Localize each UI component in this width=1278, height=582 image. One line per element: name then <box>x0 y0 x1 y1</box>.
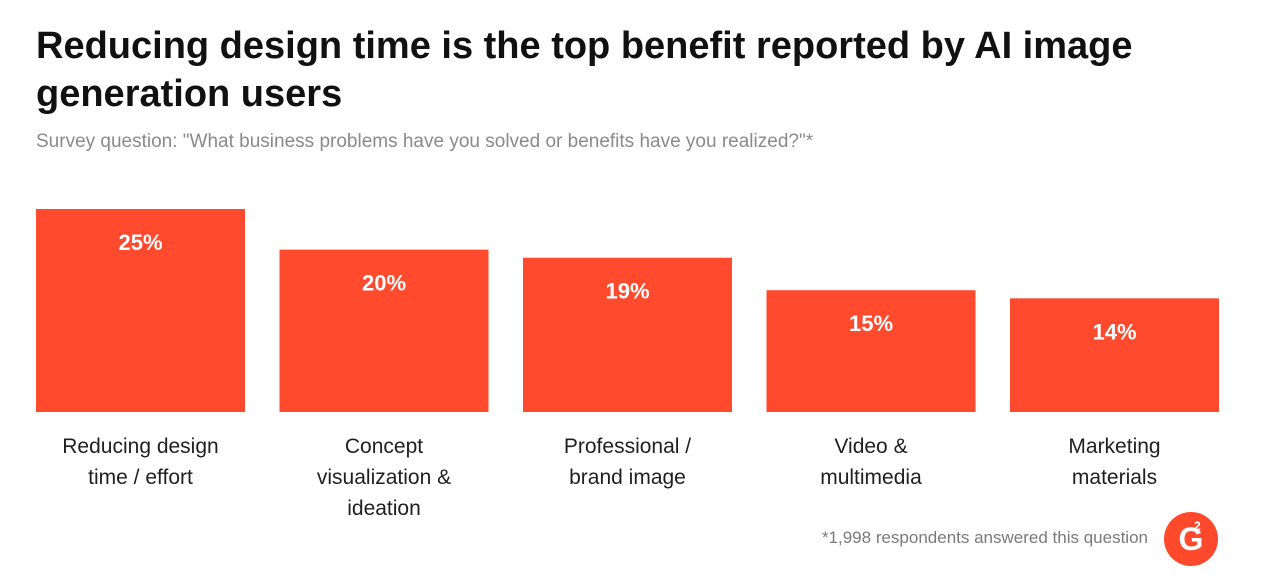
category-label: Professional / brand image <box>564 435 691 489</box>
g2-logo-icon: G 2 <box>1164 512 1218 566</box>
category-label: Video & multimedia <box>820 435 922 489</box>
category-label: Concept visualization & ideation <box>317 435 451 520</box>
category-label-line: time / effort <box>88 466 193 489</box>
category-label-line: Concept <box>345 435 423 458</box>
bar-value-label: 19% <box>605 279 649 304</box>
bar-2 <box>279 249 489 412</box>
g2-logo-letter: G <box>1178 521 1204 557</box>
category-label-line: Professional / <box>564 435 691 458</box>
category-label-line: Reducing design <box>62 435 218 458</box>
category-label-line: materials <box>1072 466 1157 489</box>
category-label-line: ideation <box>347 497 421 520</box>
g2-logo-superscript: 2 <box>1194 519 1201 533</box>
bar-3 <box>523 257 732 412</box>
category-label-line: Video & <box>834 435 907 458</box>
bar-5 <box>1010 298 1219 412</box>
category-label-line: brand image <box>569 466 686 489</box>
chart-subtitle: Survey question: "What business problems… <box>36 131 814 152</box>
bar-value-label: 15% <box>849 311 893 336</box>
category-label-line: Marketing <box>1068 435 1160 458</box>
bar-1 <box>36 209 245 412</box>
chart-title: Reducing design time is the top benefit … <box>36 25 1133 115</box>
bar-value-label: 25% <box>118 230 162 255</box>
category-label: Reducing design time / effort <box>62 435 218 489</box>
footnote: *1,998 respondents answered this questio… <box>821 528 1148 547</box>
bar-value-label: 14% <box>1092 319 1136 344</box>
category-label: Marketing materials <box>1068 435 1160 489</box>
bar-4 <box>766 290 976 412</box>
category-label-line: multimedia <box>820 466 922 489</box>
category-label-line: visualization & <box>317 466 451 489</box>
bar-value-label: 20% <box>362 271 406 296</box>
